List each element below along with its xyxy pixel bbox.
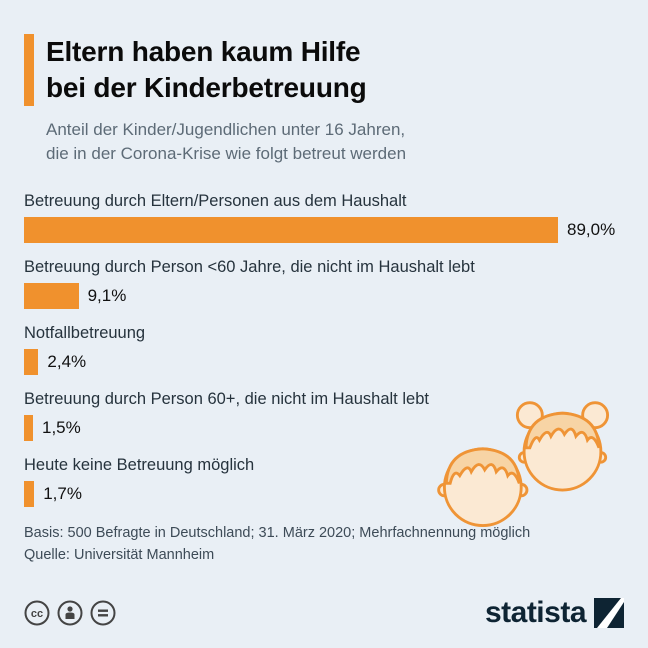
subtitle-line-2: die in der Corona-Krise wie folgt betreu… <box>46 143 407 163</box>
svg-text:cc: cc <box>31 608 43 620</box>
page-subtitle: Anteil der Kinder/Jugendlichen unter 16 … <box>46 118 624 166</box>
cc-icon: cc <box>24 600 50 626</box>
bar-label: Betreuung durch Person 60+, die nicht im… <box>24 389 429 408</box>
bar-emergency <box>24 348 39 375</box>
bar-value: 1,7% <box>43 483 82 503</box>
chart-row-under60: Betreuung durch Person <60 Jahre, die ni… <box>24 258 624 309</box>
bar-household <box>24 216 558 243</box>
bar-value: 2,4% <box>47 351 87 371</box>
page-title: Eltern haben kaum Hilfe bei der Kinderbe… <box>46 34 367 106</box>
girl-face-icon <box>515 401 610 492</box>
bar-label: Betreuung durch Person <60 Jahre, die ni… <box>24 257 475 276</box>
bar-under60 <box>24 282 79 309</box>
bar-label: Heute keine Betreuung möglich <box>24 455 255 474</box>
chart-row-none: Heute keine Betreuung möglich 1,7% <box>24 456 624 507</box>
bar-track: 2,4% <box>24 348 624 375</box>
chart-row-household: Betreuung durch Eltern/Personen aus dem … <box>24 192 624 243</box>
footer-notes: Basis: 500 Befragte in Deutschland; 31. … <box>24 522 624 567</box>
statista-logo-text: statista <box>484 596 587 629</box>
no-derivatives-icon <box>90 600 116 626</box>
statista-logo: statista <box>485 596 624 630</box>
bar-track: 1,5% <box>24 414 624 441</box>
bar-label: Betreuung durch Eltern/Personen aus dem … <box>24 191 407 210</box>
accent-bar <box>24 34 34 106</box>
title-line-1: Eltern haben kaum Hilfe <box>46 36 361 67</box>
bar-value: 89,0% <box>567 219 616 239</box>
bar-chart: Betreuung durch Eltern/Personen aus dem … <box>24 192 624 507</box>
bar-value: 1,5% <box>42 417 81 437</box>
header: Eltern haben kaum Hilfe bei der Kinderbe… <box>24 34 624 106</box>
chart-row-emergency: Notfallbetreuung 2,4% <box>24 324 624 375</box>
basis-note: Basis: 500 Befragte in Deutschland; 31. … <box>24 524 531 541</box>
bottom-bar: cc statista <box>24 596 624 630</box>
source-note: Quelle: Universität Mannheim <box>24 547 215 564</box>
boy-face-icon <box>437 447 529 527</box>
title-line-2: bei der Kinderbetreuung <box>46 71 367 103</box>
bar-value: 9,1% <box>87 285 127 305</box>
bar-track: 1,7% <box>24 480 624 507</box>
bar-track: 89,0% <box>24 216 624 243</box>
bar-over60 <box>24 414 33 441</box>
bar-none <box>24 480 35 507</box>
attribution-icon <box>57 600 83 626</box>
license-badges: cc <box>24 600 116 626</box>
subtitle-line-1: Anteil der Kinder/Jugendlichen unter 16 … <box>46 119 406 139</box>
statista-logo-mark <box>594 598 624 628</box>
bar-label: Notfallbetreuung <box>24 323 146 342</box>
bar-track: 9,1% <box>24 282 624 309</box>
children-illustration <box>437 401 610 527</box>
chart-row-over60: Betreuung durch Person 60+, die nicht im… <box>24 390 624 441</box>
